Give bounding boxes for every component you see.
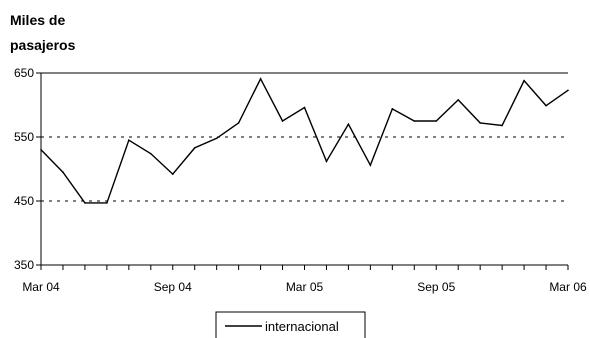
series-point-0-23 <box>545 104 547 107</box>
series-point-0-14 <box>347 123 350 125</box>
series-point-0-11 <box>281 120 284 122</box>
series-group <box>40 77 569 204</box>
legend-box <box>215 311 366 338</box>
series-point-0-20 <box>479 122 481 124</box>
axis-ticks: 350 450 550 650 Mar 04 Sep 04 Mar 05 Sep 05 Mar … <box>14 66 587 294</box>
series-point-0-22 <box>523 79 525 82</box>
series-line-0 <box>40 77 569 204</box>
x-tick-label-0: Mar 04 <box>22 280 60 294</box>
series-point-0-16 <box>391 108 394 110</box>
series-point-0-3 <box>106 202 108 204</box>
series-point-0-10 <box>259 77 262 80</box>
series-point-0-21 <box>501 124 503 127</box>
series-point-0-7 <box>193 147 196 149</box>
series-point-0-0 <box>40 149 42 151</box>
series-point-0-15 <box>369 164 372 166</box>
series-point-0-4 <box>128 139 130 141</box>
y-tick-label-650: 650 <box>14 66 34 80</box>
y-tick-label-550: 550 <box>14 130 34 144</box>
axes <box>40 72 568 266</box>
series-point-0-8 <box>215 137 218 140</box>
y-axis-label: Miles de pasajeros <box>10 8 75 58</box>
series-point-0-18 <box>435 120 438 122</box>
series-point-0-24 <box>567 89 569 92</box>
series-point-0-12 <box>303 106 306 109</box>
series-point-0-13 <box>325 160 328 163</box>
x-tick-label-12: Mar 05 <box>286 280 324 294</box>
series-point-0-5 <box>149 152 152 155</box>
y-axis-label-line-1: Miles de <box>10 12 66 28</box>
series-point-0-1 <box>62 171 64 173</box>
x-tick-label-24: Mar 06 <box>549 280 587 294</box>
series-point-0-19 <box>457 99 460 101</box>
x-tick-label-6: Sep 04 <box>154 280 192 294</box>
series-point-0-9 <box>237 122 240 124</box>
x-tick-label-18: Sep 05 <box>417 280 455 294</box>
gridlines <box>41 136 568 202</box>
series-point-0-6 <box>171 173 174 175</box>
series-point-0-17 <box>413 120 416 122</box>
y-tick-label-450: 450 <box>14 194 34 208</box>
legend-label-0: internacional <box>265 319 339 334</box>
series-point-0-2 <box>84 202 86 204</box>
legend: internacional <box>215 311 366 338</box>
y-tick-label-350: 350 <box>14 258 34 272</box>
y-axis-label-line-2: pasajeros <box>10 37 76 53</box>
